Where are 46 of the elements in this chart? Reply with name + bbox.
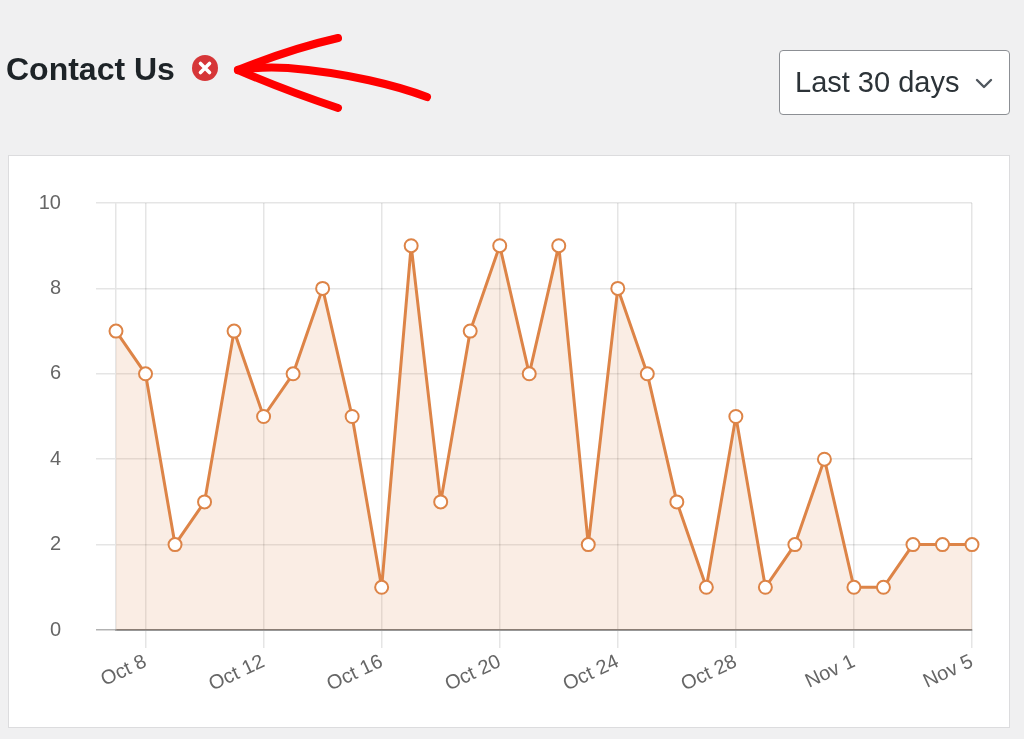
- point: [374, 579, 390, 595]
- x-tick-label: Oct 24: [559, 649, 622, 695]
- x-tick-label: Oct 12: [204, 649, 268, 695]
- point: [256, 409, 272, 424]
- point: [787, 537, 803, 553]
- x-tick-label: Nov 1: [801, 649, 858, 692]
- point: [197, 494, 213, 510]
- x-tick-label: Oct 8: [96, 649, 150, 690]
- point: [315, 280, 331, 296]
- point: [285, 366, 301, 382]
- y-tick-label: 2: [49, 532, 61, 555]
- point: [344, 409, 360, 424]
- point: [462, 323, 478, 339]
- y-tick-label: 6: [49, 361, 61, 384]
- point: [875, 579, 891, 595]
- point: [964, 537, 980, 553]
- point: [610, 280, 626, 296]
- point: [816, 451, 832, 467]
- x-tick-label: Oct 16: [322, 649, 386, 695]
- x-tick-label: Nov 5: [919, 649, 977, 692]
- x-tick-label: Oct 20: [441, 649, 504, 695]
- point: [757, 579, 773, 595]
- y-tick-label: 10: [38, 190, 61, 213]
- point: [905, 537, 921, 553]
- point: [108, 323, 124, 339]
- point: [167, 537, 183, 553]
- point: [551, 238, 567, 254]
- point: [934, 537, 950, 553]
- point: [846, 579, 862, 595]
- point: [403, 238, 419, 254]
- point: [698, 579, 714, 595]
- point: [521, 366, 537, 382]
- point: [639, 366, 655, 382]
- point: [226, 323, 242, 339]
- y-tick-label: 8: [49, 275, 61, 298]
- point: [138, 366, 154, 382]
- point: [580, 537, 596, 553]
- x-tick-label: Oct 28: [677, 649, 740, 695]
- y-tick-label: 4: [49, 446, 61, 469]
- dropdown: Last 30 days: [779, 50, 1010, 115]
- point: [433, 494, 449, 510]
- point: [492, 238, 508, 254]
- chart-title: Contact Us: [6, 51, 175, 87]
- point: [669, 494, 685, 510]
- point: [728, 409, 744, 424]
- y-tick-label: 0: [49, 617, 61, 640]
